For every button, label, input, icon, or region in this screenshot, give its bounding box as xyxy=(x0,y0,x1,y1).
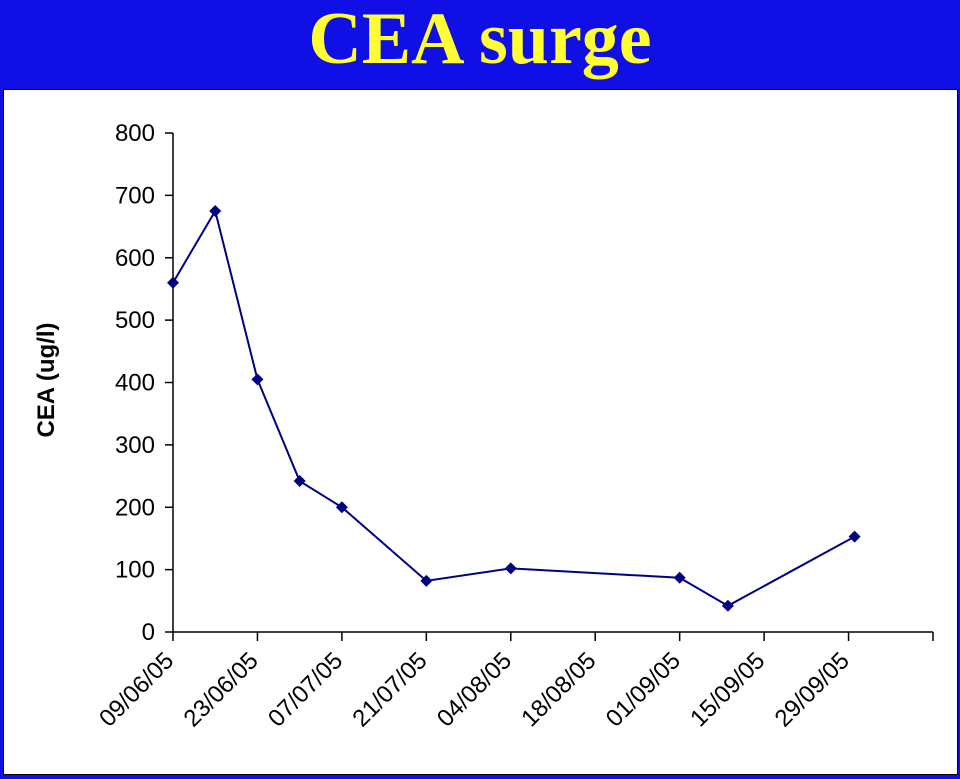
data-point xyxy=(293,475,306,488)
data-point xyxy=(848,530,861,543)
x-tick-label: 21/07/05 xyxy=(347,647,432,732)
data-point xyxy=(721,599,734,612)
x-tick-label: 23/06/05 xyxy=(179,647,264,732)
data-point xyxy=(167,276,179,289)
x-ticks: 09/06/05 23/06/05 07/07/05 21/07/05 04/08/05… xyxy=(94,632,934,732)
line-chart: CEA (ug/l) 0 100 200 300 400 500 600 700 800 09/… xyxy=(33,120,934,732)
y-tick-label: 400 xyxy=(115,370,155,397)
y-tick-label: 600 xyxy=(115,245,155,272)
y-axis-label: CEA (ug/l) xyxy=(33,322,60,437)
series-line xyxy=(172,208,856,607)
x-tick-label: 09/06/05 xyxy=(94,647,179,732)
data-point xyxy=(673,571,686,584)
y-tick-label: 700 xyxy=(115,182,155,209)
slide-title: CEA surge xyxy=(308,0,652,80)
data-point xyxy=(251,373,264,386)
data-point xyxy=(504,562,517,575)
x-tick-label: 15/09/05 xyxy=(685,647,770,732)
series-group xyxy=(167,204,861,612)
x-tick-label: 04/08/05 xyxy=(432,647,517,732)
data-point xyxy=(335,501,348,514)
x-tick-label: 18/08/05 xyxy=(516,647,601,732)
y-tick-label: 300 xyxy=(115,432,155,459)
chart-panel: CEA (ug/l) 0 100 200 300 400 500 600 700 800 09/… xyxy=(3,89,958,775)
x-tick-label: 01/09/05 xyxy=(601,647,686,732)
data-point xyxy=(420,574,433,587)
data-point xyxy=(209,204,222,217)
x-tick-label: 07/07/05 xyxy=(263,647,348,732)
y-tick-label: 500 xyxy=(115,307,155,334)
x-tick-label: 29/09/05 xyxy=(770,647,855,732)
y-ticks: 0 100 200 300 400 500 600 700 800 xyxy=(115,120,173,646)
y-tick-label: 0 xyxy=(142,619,155,646)
y-tick-label: 200 xyxy=(115,494,155,521)
y-tick-label: 100 xyxy=(115,557,155,584)
y-tick-label: 800 xyxy=(115,120,155,147)
